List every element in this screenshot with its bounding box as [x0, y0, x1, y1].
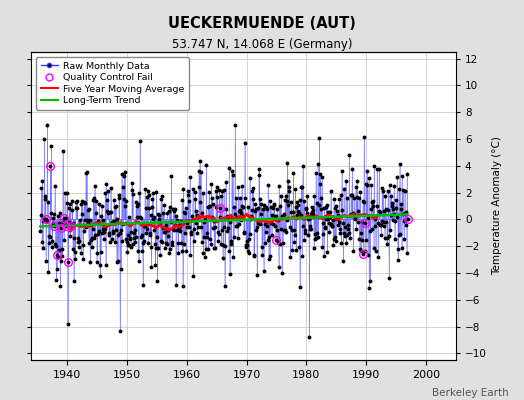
- Text: 53.747 N, 14.068 E (Germany): 53.747 N, 14.068 E (Germany): [172, 38, 352, 51]
- Legend: Raw Monthly Data, Quality Control Fail, Five Year Moving Average, Long-Term Tren: Raw Monthly Data, Quality Control Fail, …: [36, 57, 189, 110]
- Text: Berkeley Earth: Berkeley Earth: [432, 388, 508, 398]
- Text: UECKERMUENDE (AUT): UECKERMUENDE (AUT): [168, 16, 356, 31]
- Y-axis label: Temperature Anomaly (°C): Temperature Anomaly (°C): [493, 136, 503, 276]
